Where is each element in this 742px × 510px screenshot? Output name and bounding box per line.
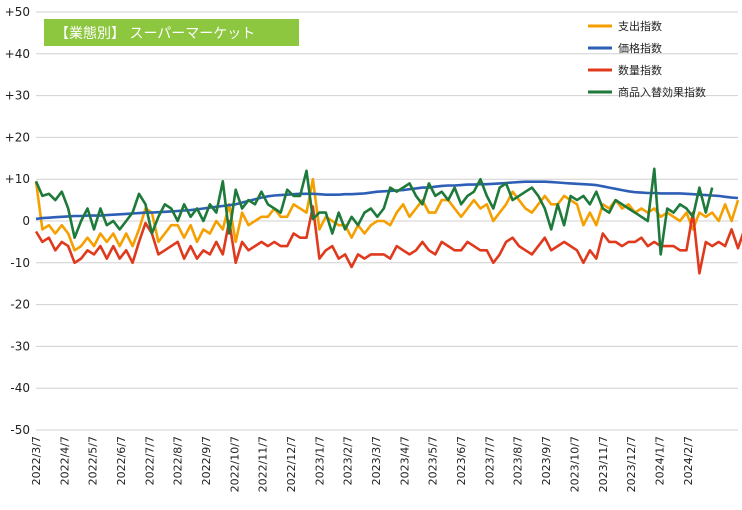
x-tick-label: 2023/7/7 <box>483 436 496 485</box>
x-tick-label: 2022/10/7 <box>228 436 241 492</box>
x-tick-label: 2023/3/7 <box>370 436 383 485</box>
x-tick-label: 2022/8/7 <box>172 436 185 485</box>
x-tick-label: 2023/5/7 <box>427 436 440 485</box>
x-tick-label: 2023/8/7 <box>512 436 525 485</box>
x-axis-ticks: 2022/3/7 2022/4/7 2022/5/7 2022/6/7 2022/7/7… <box>30 436 695 492</box>
y-tick-label: +50 <box>5 5 30 19</box>
x-tick-label: 2024/2/7 <box>682 436 695 485</box>
y-tick-label: -30 <box>10 339 30 353</box>
x-tick-label: 2023/10/7 <box>568 436 581 492</box>
x-tick-label: 2023/9/7 <box>540 436 553 485</box>
title-box: 【業態別】 スーパーマーケット <box>44 19 299 46</box>
x-tick-label: 2023/11/7 <box>597 436 610 492</box>
y-tick-label: +10 <box>5 172 30 186</box>
x-tick-label: 2022/9/7 <box>200 436 213 485</box>
series-lines <box>34 167 742 275</box>
legend-label: 価格指数 <box>618 41 662 55</box>
y-tick-label: +30 <box>5 89 30 103</box>
chart-title: 【業態別】 スーパーマーケット <box>55 26 255 42</box>
x-tick-label: 2024/1/7 <box>653 436 666 485</box>
x-tick-label: 2023/6/7 <box>455 436 468 485</box>
x-tick-label: 2022/7/7 <box>143 436 156 485</box>
y-tick-label: -10 <box>10 256 30 270</box>
y-tick-label: -40 <box>10 381 30 395</box>
y-tick-label: +20 <box>5 130 30 144</box>
y-tick-label: -20 <box>10 298 30 312</box>
x-tick-label: 2022/5/7 <box>87 436 100 485</box>
y-tick-label: -50 <box>10 423 30 437</box>
x-tick-label: 2023/12/7 <box>625 436 638 492</box>
series-line-1 <box>35 180 739 221</box>
legend-label: 数量指数 <box>618 63 662 77</box>
y-axis-ticks: +50 +40 +30 +20 +10 0 -10 -20 -30 -40 -50 <box>5 5 30 437</box>
x-tick-label: 2023/1/7 <box>313 436 326 485</box>
title-background <box>44 19 299 46</box>
x-tick-label: 2022/12/7 <box>285 436 298 492</box>
x-tick-label: 2022/4/7 <box>58 436 71 485</box>
x-tick-label: 2023/4/7 <box>398 436 411 485</box>
legend-label: 商品入替効果指数 <box>618 85 706 99</box>
legend-label: 支出指数 <box>618 19 662 33</box>
x-tick-label: 2022/6/7 <box>115 436 128 485</box>
x-tick-label: 2022/3/7 <box>30 436 43 485</box>
x-tick-label: 2022/11/7 <box>257 436 270 492</box>
x-tick-label: 2023/2/7 <box>342 436 355 485</box>
series-line-2 <box>34 205 742 275</box>
series-line-3 <box>34 167 714 256</box>
y-tick-label: +40 <box>5 47 30 61</box>
y-tick-label: 0 <box>22 214 30 228</box>
series-line-0 <box>34 177 740 252</box>
